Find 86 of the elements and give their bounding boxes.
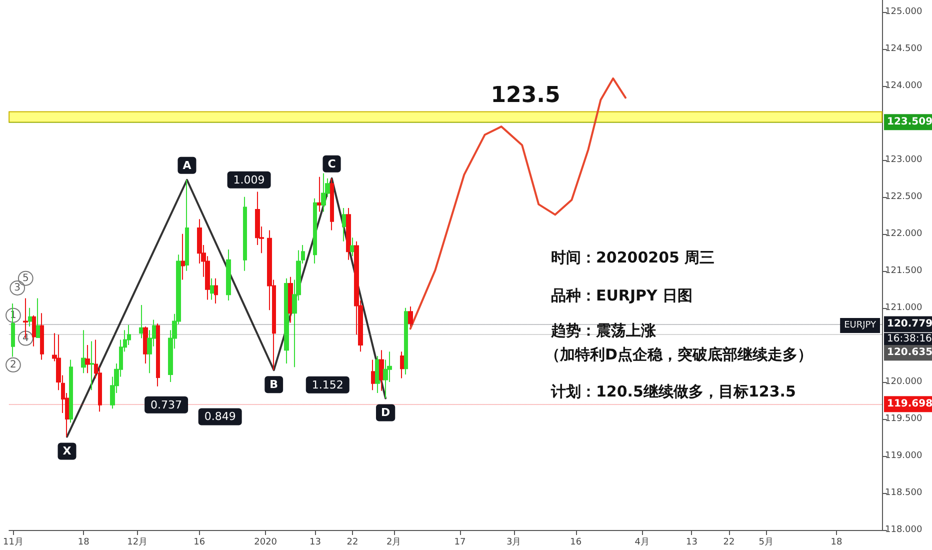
candlestick bbox=[139, 304, 144, 339]
candlestick bbox=[350, 237, 355, 257]
x-tick-label: 12月 bbox=[127, 538, 148, 548]
y-tick-label: 122.000 bbox=[885, 228, 922, 239]
x-tick-label: 13 bbox=[310, 538, 321, 548]
x-tick-label: 4月 bbox=[634, 538, 650, 548]
y-tick-label: 124.000 bbox=[885, 80, 922, 91]
candlestick bbox=[156, 322, 160, 387]
candlestick bbox=[226, 248, 231, 302]
y-tick-label: 122.500 bbox=[885, 192, 922, 202]
annotation: 0.849 bbox=[204, 410, 236, 424]
candlestick bbox=[185, 179, 189, 272]
candlestick bbox=[379, 350, 384, 392]
candlestick bbox=[342, 208, 346, 242]
candlestick bbox=[81, 330, 86, 374]
y-tick-label: 120.000 bbox=[885, 376, 922, 387]
candlestick bbox=[40, 312, 44, 360]
candlestick bbox=[284, 278, 289, 364]
annotation: 3 bbox=[14, 282, 21, 294]
candlestick bbox=[330, 178, 334, 231]
candlestick bbox=[85, 344, 90, 374]
candlestick bbox=[36, 298, 40, 338]
x-tick-label: 13 bbox=[686, 538, 698, 548]
annotation: D bbox=[380, 406, 390, 420]
annotation: （加特利D点企稳，突破底部继续走多） bbox=[545, 346, 812, 364]
candlestick bbox=[28, 307, 32, 327]
x-tick-label: 17 bbox=[454, 538, 466, 548]
text: 16:38:16 bbox=[887, 334, 932, 344]
candlestick bbox=[243, 196, 247, 272]
annotation: 计划：120.5继续做多，目标123.5 bbox=[550, 382, 796, 400]
y-tick-label: 124.500 bbox=[885, 44, 922, 54]
candlestick bbox=[90, 340, 94, 391]
annotation: 品种：EURJPY 日图 bbox=[551, 286, 693, 304]
candlestick bbox=[317, 176, 322, 212]
x-tick-label: 16 bbox=[194, 538, 206, 548]
candlestick bbox=[313, 198, 317, 264]
y-tick-label: 118.500 bbox=[885, 488, 922, 498]
annotation: A bbox=[182, 158, 192, 172]
y-tick-label: 125.000 bbox=[885, 6, 922, 17]
y-tick-label: 121.000 bbox=[885, 302, 922, 313]
ref-line-label: 120.779 bbox=[887, 318, 932, 330]
x-tick-label: 18 bbox=[78, 538, 90, 548]
x-tick-label: 22 bbox=[723, 538, 735, 548]
x-tick-label: 22 bbox=[346, 538, 358, 548]
annotation: B bbox=[270, 378, 278, 392]
candlestick bbox=[408, 306, 413, 327]
candlestick bbox=[181, 233, 185, 280]
candlestick bbox=[375, 356, 380, 394]
candlestick bbox=[23, 298, 28, 339]
annotation: 2 bbox=[10, 359, 16, 370]
band-label: 123.5 bbox=[490, 82, 560, 108]
x-tick-label: 18 bbox=[830, 538, 842, 548]
annotation: C bbox=[328, 157, 336, 170]
candlestick bbox=[143, 326, 148, 364]
annotation: 1.152 bbox=[312, 378, 344, 392]
x-tick-label: 2020 bbox=[254, 538, 278, 548]
y-tick-label: 123.000 bbox=[885, 154, 922, 165]
candlestick bbox=[69, 359, 73, 424]
x-tick-label: 3月 bbox=[506, 538, 522, 548]
ref-line-label: 123.509 bbox=[887, 116, 932, 128]
candlestick bbox=[321, 172, 326, 212]
candlestick bbox=[371, 359, 375, 391]
candlestick bbox=[404, 307, 408, 376]
annotation: 1.009 bbox=[233, 173, 265, 186]
y-tick-label: 121.500 bbox=[885, 266, 922, 276]
y-tick-label: 119.500 bbox=[885, 414, 922, 424]
annotation: 时间：20200205 周三 bbox=[551, 248, 715, 266]
x-tick-label: 16 bbox=[570, 538, 582, 548]
annotation: 0.737 bbox=[150, 398, 182, 412]
x-tick-label: 2月 bbox=[386, 538, 402, 548]
ref-line-label: 120.635 bbox=[887, 347, 932, 358]
annotation: 5 bbox=[22, 272, 29, 284]
annotation: 趋势：震荡上涨 bbox=[550, 322, 657, 340]
candlestick bbox=[214, 278, 218, 304]
ref-line-label: 119.698 bbox=[887, 398, 932, 410]
candlestick bbox=[400, 351, 404, 379]
candlestick bbox=[288, 276, 293, 324]
y-tick-label: 119.000 bbox=[885, 450, 922, 461]
annotation: EURJPY bbox=[844, 320, 876, 330]
candlestick bbox=[32, 314, 36, 347]
x-tick-label: 11月 bbox=[3, 538, 24, 548]
x-tick-label: 5月 bbox=[758, 538, 774, 548]
candlestick bbox=[346, 208, 351, 260]
y-tick-label: 118.000 bbox=[885, 525, 922, 535]
candlestick bbox=[210, 278, 214, 300]
annotation: X bbox=[62, 444, 72, 458]
